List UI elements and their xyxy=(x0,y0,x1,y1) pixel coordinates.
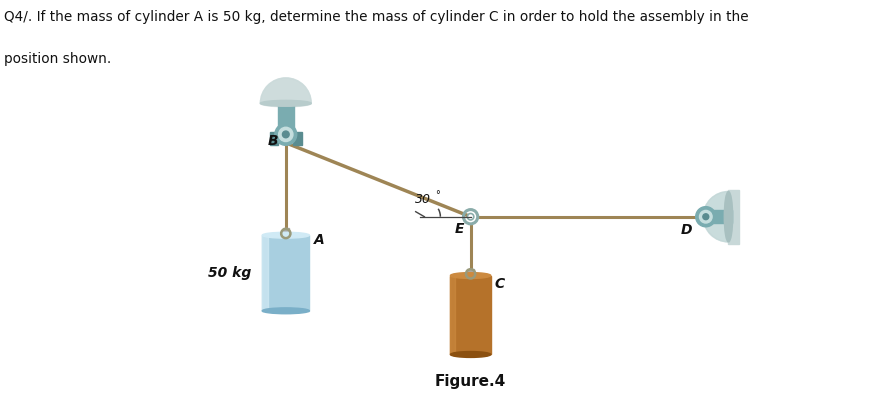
Wedge shape xyxy=(703,192,728,242)
Ellipse shape xyxy=(262,308,309,314)
Circle shape xyxy=(274,123,297,145)
Text: 50 kg: 50 kg xyxy=(207,266,250,280)
Bar xyxy=(262,235,309,311)
Bar xyxy=(450,276,490,354)
Text: B: B xyxy=(267,134,278,148)
Wedge shape xyxy=(703,192,728,242)
Ellipse shape xyxy=(262,232,309,238)
Text: Q4/. If the mass of cylinder A is 50 kg, determine the mass of cylinder C in ord: Q4/. If the mass of cylinder A is 50 kg,… xyxy=(4,10,748,24)
Bar xyxy=(293,132,301,145)
Wedge shape xyxy=(260,78,311,103)
Text: position shown.: position shown. xyxy=(4,52,112,66)
Ellipse shape xyxy=(260,100,311,106)
Circle shape xyxy=(278,127,292,142)
Text: 30: 30 xyxy=(414,193,430,206)
Bar xyxy=(697,210,731,223)
Bar xyxy=(283,228,289,236)
Circle shape xyxy=(699,210,712,223)
Circle shape xyxy=(702,214,708,220)
Ellipse shape xyxy=(450,352,490,357)
Text: Figure.4: Figure.4 xyxy=(434,374,506,389)
Bar xyxy=(450,276,454,354)
Bar xyxy=(262,235,268,311)
Bar xyxy=(277,103,293,130)
Ellipse shape xyxy=(450,273,490,278)
Circle shape xyxy=(695,207,715,227)
Ellipse shape xyxy=(723,192,732,242)
Text: C: C xyxy=(494,277,504,291)
Bar xyxy=(728,190,738,244)
Text: °: ° xyxy=(434,190,440,200)
Text: D: D xyxy=(679,223,691,237)
Text: E: E xyxy=(454,222,464,236)
Circle shape xyxy=(283,131,289,138)
Ellipse shape xyxy=(260,100,311,107)
Bar xyxy=(269,132,278,145)
Wedge shape xyxy=(260,78,311,103)
Bar xyxy=(467,269,473,276)
Text: A: A xyxy=(313,233,324,247)
